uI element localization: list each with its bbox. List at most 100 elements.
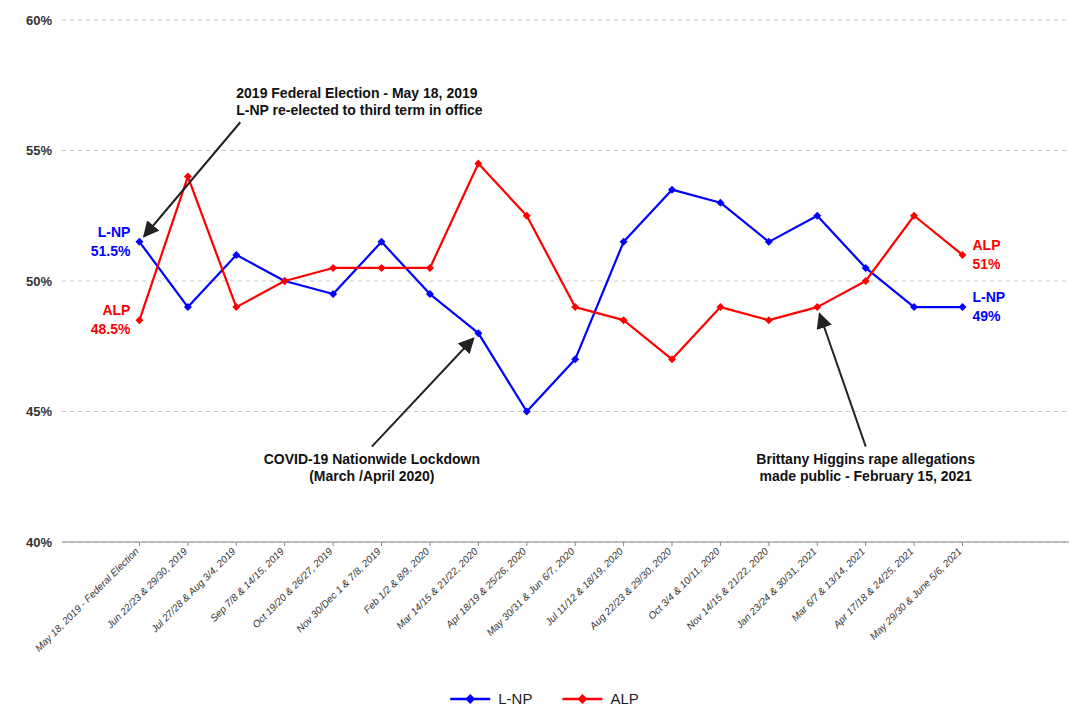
y-tick-label: 40%: [26, 535, 52, 550]
x-tick: [187, 542, 188, 546]
x-tick: [720, 542, 721, 546]
x-tick-label: Mar 14/15 & 21/22, 2020: [394, 545, 480, 631]
grid-line: [62, 542, 1069, 543]
x-axis: May 18, 2019 - Federal ElectionJun 22/23…: [33, 542, 1069, 654]
point-marker: [523, 212, 531, 220]
y-tick-label: 60%: [26, 13, 52, 28]
point-marker: [378, 238, 386, 246]
annotation-text: COVID-19 Nationwide Lockdown(March /Apri…: [264, 451, 480, 484]
x-tick-label: Oct 19/20 & 26/27, 2019: [250, 545, 335, 630]
point-marker: [135, 238, 143, 246]
annotation-arrow: [144, 122, 240, 236]
annotations: 2019 Federal Election - May 18, 2019L-NP…: [144, 85, 975, 483]
point-marker: [281, 277, 289, 285]
point-marker: [329, 290, 337, 298]
legend: L-NP ALP: [450, 690, 639, 707]
series-name-label: L-NP: [98, 224, 131, 240]
series-line: [139, 190, 962, 412]
annotation-line: COVID-19 Nationwide Lockdown: [264, 451, 480, 467]
x-tick-label: Jan 23/24 & 30/31, 2021: [733, 546, 819, 632]
x-tick: [236, 542, 237, 546]
legend-label: L-NP: [498, 690, 532, 707]
point-marker: [910, 212, 918, 220]
x-tick: [914, 542, 915, 546]
point-marker: [620, 238, 628, 246]
series-name-label: L-NP: [972, 289, 1005, 305]
x-tick-label: Nov 14/15 & 21/22, 2020: [684, 545, 770, 631]
point-marker: [474, 160, 482, 168]
x-tick: [865, 542, 866, 546]
y-tick-label: 55%: [26, 143, 52, 158]
x-tick: [962, 542, 963, 546]
point-marker: [571, 355, 579, 363]
x-tick: [333, 542, 334, 546]
x-tick-label: Apr 18/19 & 25/26, 2020: [443, 545, 528, 630]
value-label: 51%: [972, 256, 1001, 272]
x-tick-label: May 18, 2019 - Federal Election: [33, 545, 141, 653]
point-marker: [910, 303, 918, 311]
x-tick: [768, 542, 769, 546]
x-tick: [623, 542, 624, 546]
x-tick: [381, 542, 382, 546]
point-marker: [378, 264, 386, 272]
point-marker: [668, 186, 676, 194]
point-marker: [523, 408, 531, 416]
point-marker: [474, 329, 482, 337]
annotation-arrow: [820, 314, 866, 447]
series-line: [139, 164, 962, 360]
point-marker: [184, 173, 192, 181]
point-marker: [813, 303, 821, 311]
point-marker: [765, 316, 773, 324]
x-tick-label: Nov 30/Dec 1 & 7/8, 2019: [294, 545, 383, 634]
point-marker: [571, 303, 579, 311]
point-marker: [958, 303, 966, 311]
chart: 40%45%50%55%60%May 18, 2019 - Federal El…: [0, 0, 1089, 720]
annotation-line: 2019 Federal Election - May 18, 2019: [236, 85, 477, 101]
series-name-label: ALP: [972, 237, 1000, 253]
point-marker: [184, 303, 192, 311]
x-tick: [284, 542, 285, 546]
value-labels: L-NP51.5%L-NP49%ALP48.5%ALP51%: [91, 224, 1005, 337]
grid-line: [62, 150, 1069, 151]
legend-label: ALP: [610, 690, 638, 707]
x-tick: [526, 542, 527, 546]
value-label: 51.5%: [91, 243, 131, 259]
point-marker: [862, 277, 870, 285]
legend-marker: [577, 694, 587, 704]
y-axis: 40%45%50%55%60%: [26, 13, 1069, 550]
point-marker: [716, 303, 724, 311]
point-marker: [426, 290, 434, 298]
annotation-text: Brittany Higgins rape allegationsmade pu…: [756, 451, 975, 484]
annotation-line: Brittany Higgins rape allegations: [756, 451, 975, 467]
point-marker: [668, 355, 676, 363]
x-tick: [429, 542, 430, 546]
x-tick-label: Jun 22/23 & 29/30, 2019: [104, 545, 190, 631]
series-name-label: ALP: [102, 302, 130, 318]
x-tick-label: May 29/30 & June 5/6, 2021: [868, 546, 964, 642]
point-marker: [281, 277, 289, 285]
point-marker: [765, 238, 773, 246]
point-marker: [813, 212, 821, 220]
x-tick-label: Jul 27/28 & Aug 3/4, 2019: [148, 545, 238, 635]
x-tick: [575, 542, 576, 546]
point-marker: [135, 316, 143, 324]
point-marker: [426, 264, 434, 272]
annotation-text: 2019 Federal Election - May 18, 2019L-NP…: [236, 85, 483, 118]
x-tick-label: Jul 11/12 & 18/19, 2020: [542, 545, 625, 628]
point-marker: [620, 316, 628, 324]
point-marker: [232, 251, 240, 259]
x-tick: [139, 542, 140, 546]
x-tick-label: May 30/31 & Jun 6/7, 2020: [484, 545, 577, 638]
point-marker: [958, 251, 966, 259]
grid-line: [62, 411, 1069, 412]
point-marker: [862, 264, 870, 272]
x-tick: [478, 542, 479, 546]
annotation-arrow: [372, 338, 474, 446]
grid-line: [62, 20, 1069, 21]
annotation-line: made public - February 15, 2021: [759, 468, 972, 484]
x-tick: [817, 542, 818, 546]
value-label: 49%: [972, 308, 1001, 324]
y-tick-label: 50%: [26, 274, 52, 289]
legend-marker: [465, 694, 475, 704]
annotation-line: L-NP re-elected to third term in office: [236, 102, 483, 118]
